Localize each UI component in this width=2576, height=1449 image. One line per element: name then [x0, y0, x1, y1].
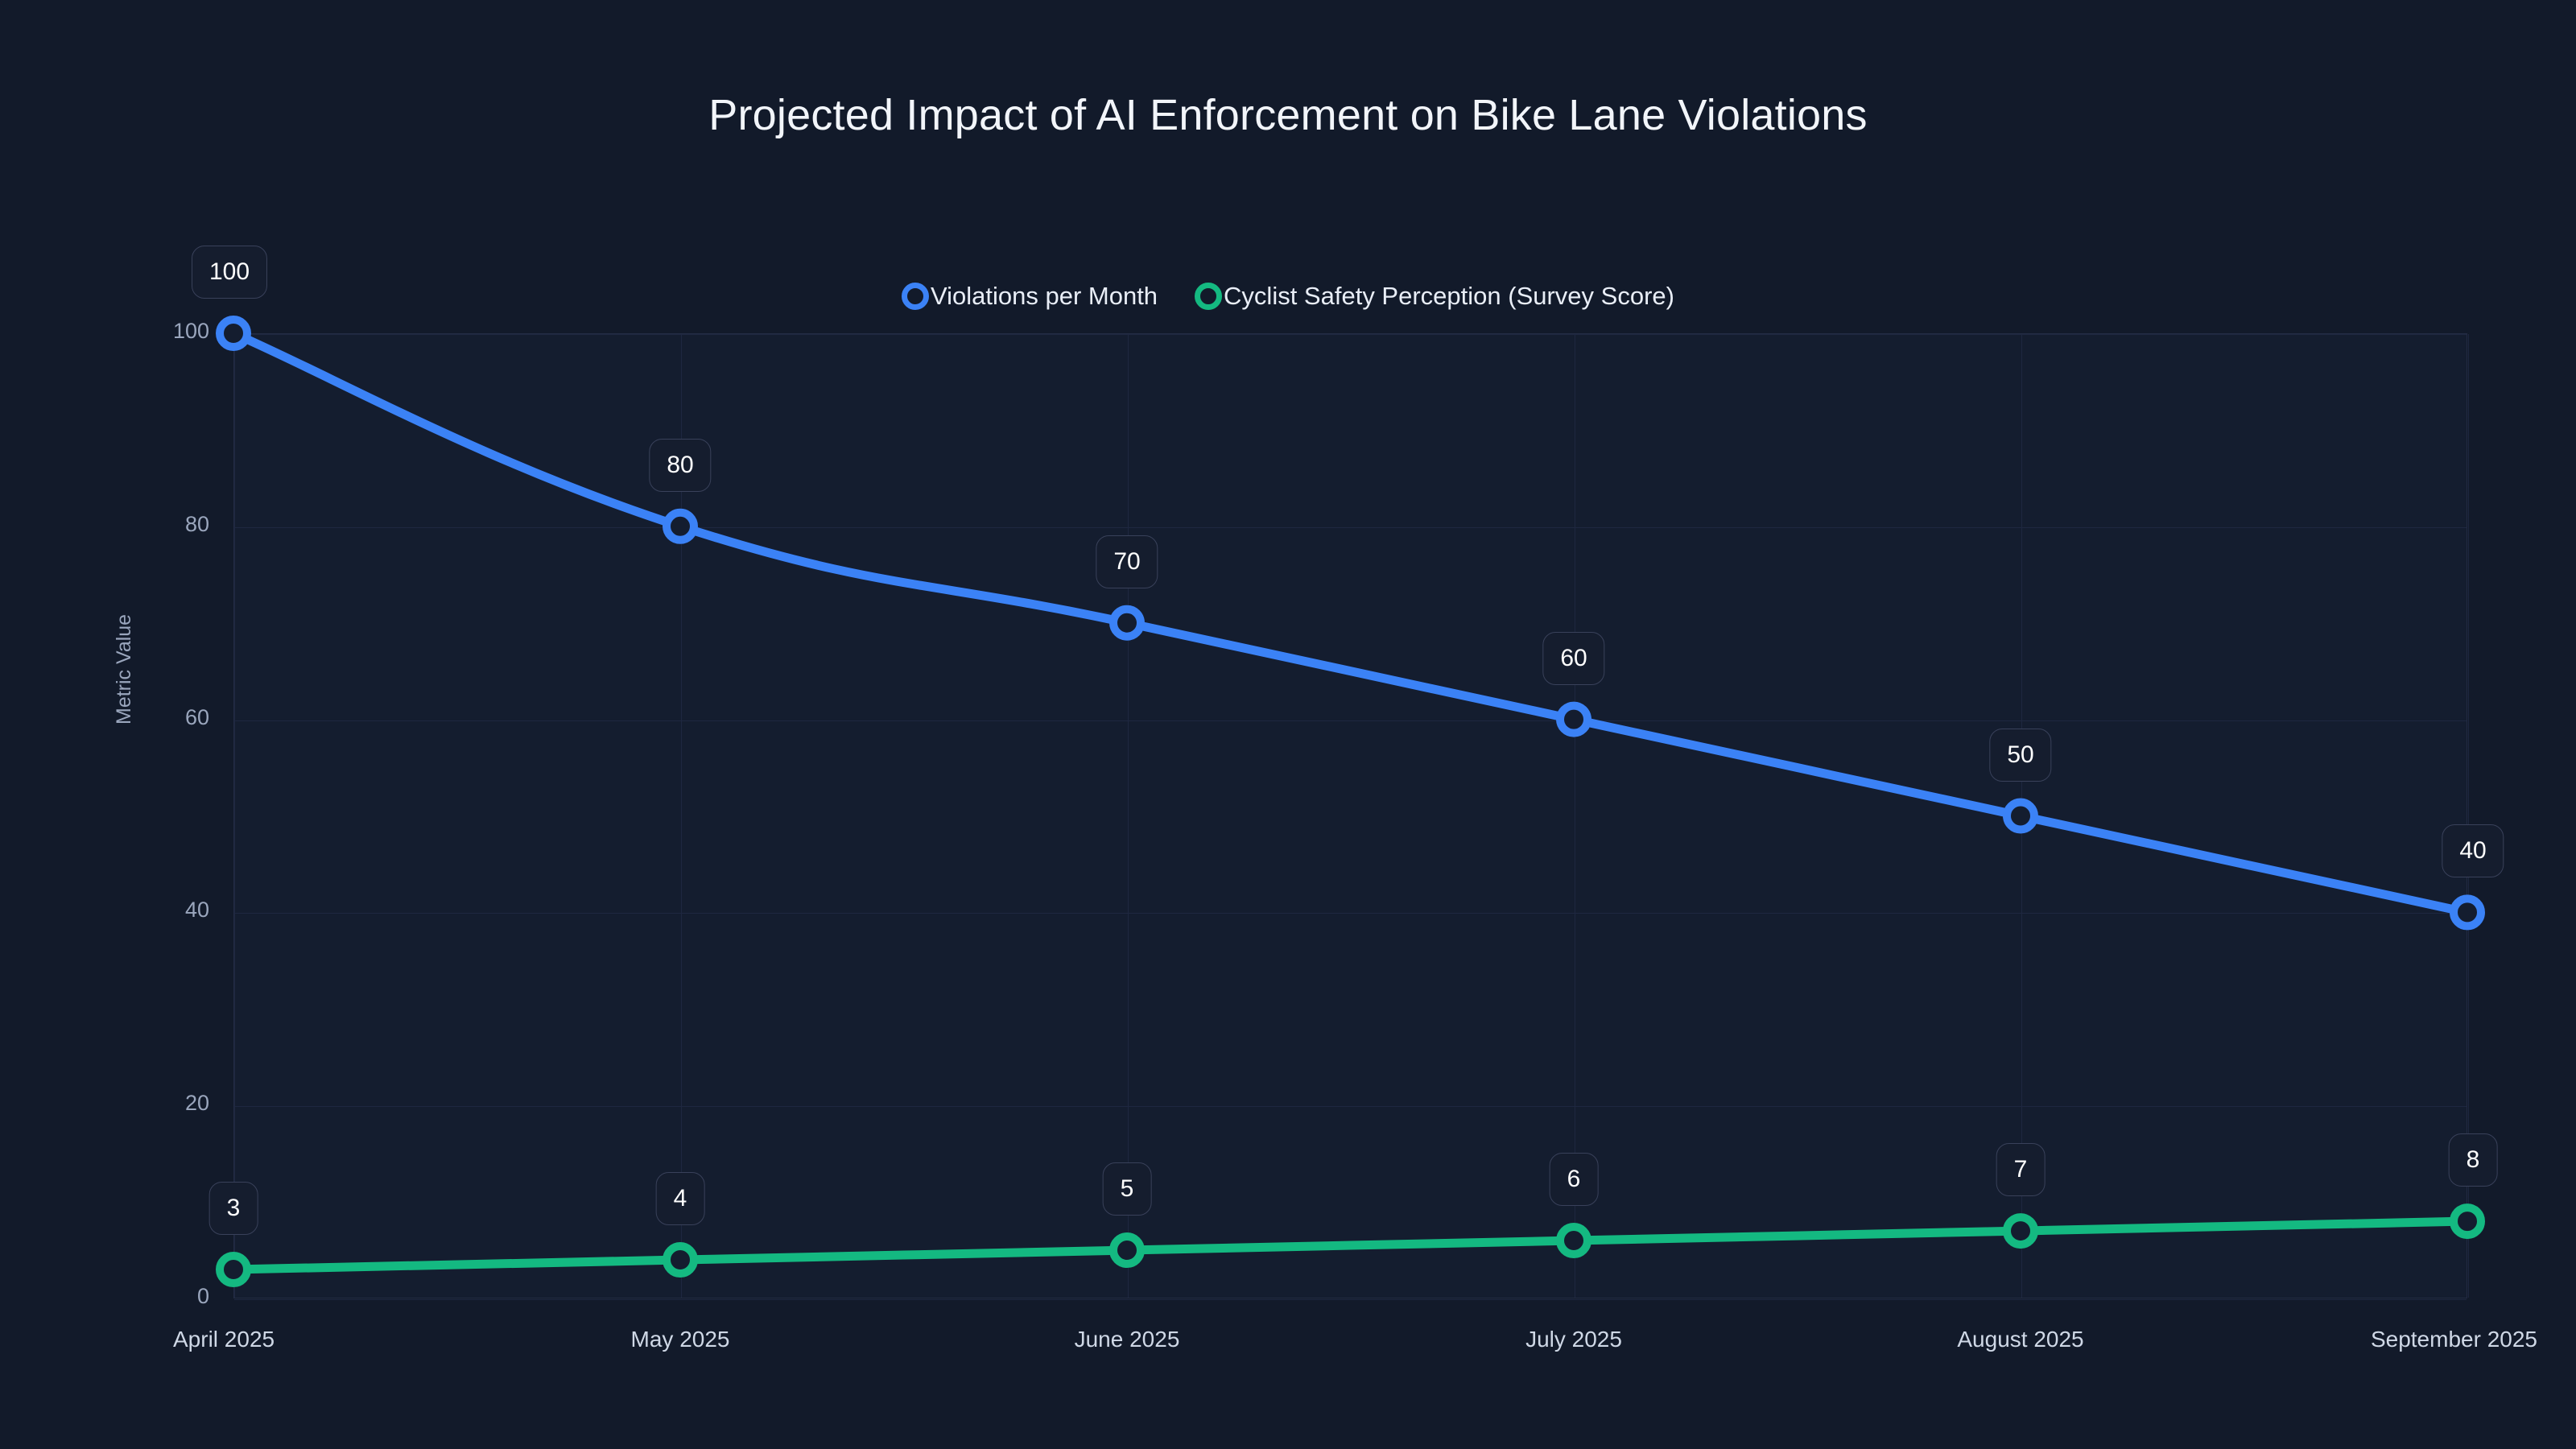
legend-item-label: Cyclist Safety Perception (Survey Score) — [1224, 282, 1674, 310]
x-axis-tick-label: July 2025 — [1525, 1327, 1622, 1352]
data-point-marker[interactable] — [1556, 701, 1591, 737]
grid-line-horizontal — [234, 526, 2467, 528]
grid-line-horizontal — [234, 720, 2467, 721]
y-axis-tick-label: 60 — [184, 704, 209, 729]
chart-title: Projected Impact of AI Enforcement on Bi… — [708, 91, 1868, 139]
grid-line-vertical — [234, 334, 235, 1298]
data-point-label: 5 — [1102, 1162, 1152, 1216]
y-axis-tick-label: 100 — [172, 319, 209, 343]
grid-line-vertical — [1128, 334, 1129, 1298]
data-point-marker[interactable] — [216, 1252, 251, 1288]
data-point-marker[interactable] — [2003, 798, 2038, 834]
grid-line-horizontal — [234, 913, 2467, 914]
data-point-label: 80 — [649, 438, 712, 492]
data-point-marker[interactable] — [2003, 1213, 2038, 1249]
x-axis-tick-label: April 2025 — [173, 1327, 275, 1352]
x-axis-tick-label: June 2025 — [1074, 1327, 1180, 1352]
legend-item-perception[interactable]: Cyclist Safety Perception (Survey Score) — [1195, 282, 1674, 311]
data-point-label: 4 — [655, 1172, 705, 1226]
data-point-marker[interactable] — [2450, 1203, 2485, 1240]
chart-legend: Violations per Month Cyclist Safety Perc… — [0, 282, 2576, 311]
ring-marker-icon — [902, 283, 929, 310]
data-point-marker[interactable] — [216, 316, 251, 351]
series-line-violations — [229, 328, 2472, 917]
y-axis-tick-label: 20 — [184, 1091, 209, 1116]
data-point-label: 70 — [1096, 535, 1158, 588]
data-point-label: 7 — [1996, 1143, 2046, 1197]
data-point-label: 6 — [1549, 1153, 1599, 1207]
data-point-marker[interactable] — [663, 508, 698, 544]
grid-line-horizontal — [234, 1299, 2467, 1300]
plot-area — [233, 333, 2469, 1300]
series-line-perception — [229, 1216, 2472, 1274]
data-point-marker[interactable] — [1109, 605, 1145, 641]
data-point-label: 3 — [208, 1182, 258, 1236]
data-point-marker[interactable] — [1556, 1223, 1591, 1259]
data-point-marker[interactable] — [1109, 1232, 1145, 1269]
grid-line-vertical — [2468, 334, 2469, 1298]
data-point-label: 100 — [191, 246, 268, 299]
y-axis-tick-label: 80 — [184, 511, 209, 536]
legend-item-label: Violations per Month — [931, 282, 1158, 310]
ring-marker-icon — [1195, 283, 1223, 310]
data-point-label: 50 — [1989, 728, 2052, 782]
x-axis-tick-label: September 2025 — [2370, 1327, 2537, 1352]
data-point-label: 40 — [2442, 824, 2504, 878]
legend-item-violations[interactable]: Violations per Month — [902, 282, 1158, 311]
data-point-label: 8 — [2448, 1133, 2498, 1187]
x-axis-tick-label: May 2025 — [630, 1327, 730, 1352]
y-axis-tick-label: 40 — [184, 898, 209, 923]
data-point-label: 60 — [1542, 631, 1605, 685]
grid-line-horizontal — [234, 334, 2467, 335]
data-point-marker[interactable] — [2450, 894, 2485, 931]
grid-line-vertical — [681, 334, 682, 1298]
y-axis-tick-label: 0 — [196, 1284, 209, 1308]
data-point-marker[interactable] — [663, 1242, 698, 1278]
x-axis-tick-label: August 2025 — [1957, 1327, 2084, 1352]
grid-line-horizontal — [234, 1106, 2467, 1108]
